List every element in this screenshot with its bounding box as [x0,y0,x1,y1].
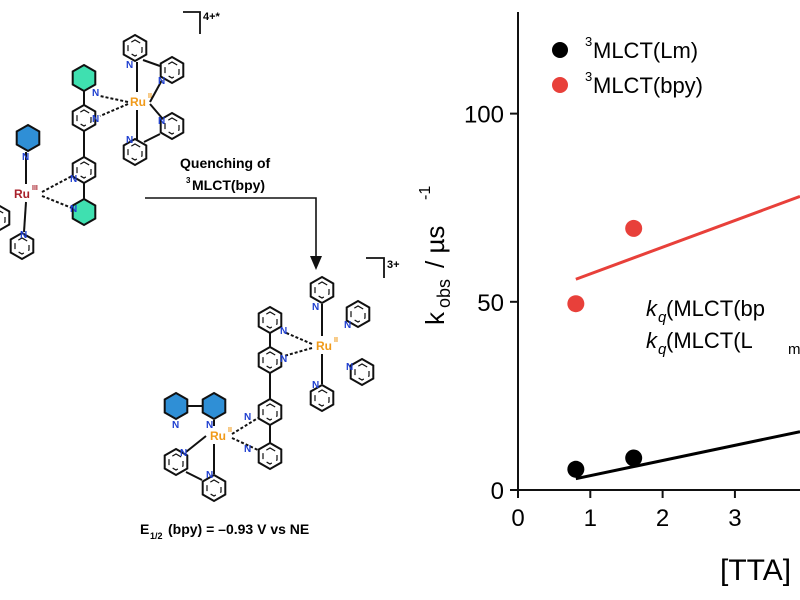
kq-k: k [646,296,658,321]
n-atom: N [180,448,187,459]
n-atom: N [172,420,179,431]
legend-label-bpy: MLCT(bpy) [593,73,703,98]
reaction-scheme: 4+* Ru II Ru [0,11,400,541]
bpy-ring [309,276,335,304]
reaction-arrow: Quenching of 3 MLCT(bpy) [145,155,322,270]
legend-sup-lm: 3 [585,34,592,49]
ru-ii-ox: II [228,427,232,434]
bpy-ring [257,346,283,374]
top-charge: 4+* [203,11,221,23]
n-atom: N [244,444,251,455]
y-axis-label-main: k [420,311,450,325]
data-point-series-1 [567,295,585,313]
kq-sub: q [658,341,667,358]
legend-marker-lm [552,42,568,58]
bpy-ring [349,358,375,386]
n-atom: N [312,302,319,313]
blue-ring [201,391,227,421]
y-tick-label: 100 [464,102,504,129]
n-atom: N [206,470,213,481]
n-atom: N [20,230,27,241]
legend-sup-bpy: 3 [585,69,592,84]
n-atom: N [126,60,133,71]
n-atom: N [312,380,319,391]
n-atom: N [158,116,165,127]
data-point-series-0 [625,449,643,467]
data-point-series-1 [625,219,643,237]
legend-label-lm: MLCT(Lm) [593,38,698,63]
ru-ii-label-bottom-left: Ru [210,429,226,443]
legend-marker-bpy [552,77,568,93]
fit-line-series-0 [575,430,800,481]
n-atom: N [158,76,165,87]
bpy-ring [257,306,283,334]
x-tick-label: 2 [656,505,669,532]
bpy-ring [257,442,283,470]
bpy-ring [122,34,148,62]
kq-text: (MLCT(bp [666,296,765,321]
x-tick-label: 0 [511,505,524,532]
ru-ii-label-bottom-top: Ru [316,339,332,353]
potential-sub: 1/2 [150,531,163,541]
n-atom: N [280,354,287,365]
n-atom: N [126,135,133,146]
kq-text: (MLCT(L [666,328,753,353]
n-atom: N [280,326,287,337]
potential-label: E 1/2 (bpy) = –0.93 V vs NE [140,521,309,541]
kq-annotation-bpy: k q (MLCT(bp [646,296,765,326]
n-atom: N [92,88,99,99]
n-atom: N [346,362,353,373]
y-tick-label: 50 [477,290,504,317]
blue-ring [15,123,41,153]
teal-ring [71,197,97,227]
ru-iii-ox: III [32,185,38,192]
arrow-label-line2: MLCT(bpy) [192,177,265,193]
n-atom: N [70,204,77,215]
n-atom: N [22,152,29,163]
n-atom: N [244,412,251,423]
bpy-ring [0,204,11,232]
fit-line-series-1 [575,195,800,281]
n-atom: N [344,320,351,331]
x-axis-label: [TTA] [720,554,791,587]
potential-rest: (bpy) = –0.93 V vs NE [168,521,309,537]
y-axis-label-unit: / µs [420,226,450,268]
arrow-label-line1: Quenching of [180,155,271,171]
ru-ii-label: Ru [130,95,146,109]
blue-ring [163,391,189,421]
n-atom: N [70,174,77,185]
x-tick-label: 3 [728,505,741,532]
bpy-ring [257,398,283,426]
n-atom: N [92,114,99,125]
top-complex: 4+* Ru II Ru [0,11,221,260]
kobs-vs-tta-plot: 0 50 100 0 1 2 3 k obs / µs -1 [TTA] 3 MLCT(L… [417,12,800,587]
data-point-series-0 [567,460,585,478]
kq-text-sub: m [788,341,800,358]
x-tick-label: 1 [584,505,597,532]
ru-ii-ox: II [334,337,338,344]
kq-sub: q [658,309,667,326]
bottom-complex: 3+ Ru II Ru II [163,257,400,502]
y-axis-label-sub: obs [434,279,454,308]
ru-ii-ox: II [148,93,152,100]
kq-annotation-lm: k q (MLCT(L m [646,328,800,358]
y-tick-label: 0 [491,478,504,505]
kq-k: k [646,328,658,353]
bottom-charge: 3+ [387,259,400,271]
n-atom: N [206,420,213,431]
legend: 3 MLCT(Lm) 3 MLCT(bpy) [552,34,703,98]
ru-iii-label: Ru [14,187,30,201]
y-axis-label-exp: -1 [417,186,434,200]
arrow-label-sup: 3 [186,176,191,185]
potential-prefix: E [140,521,149,537]
